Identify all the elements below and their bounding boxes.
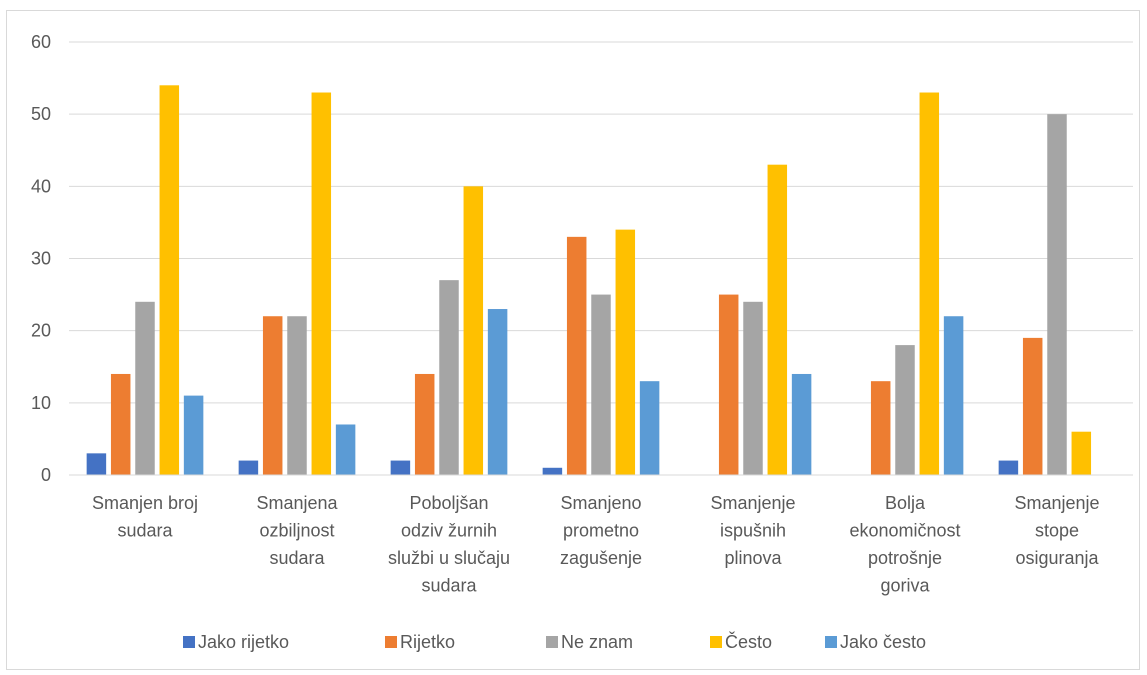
bars xyxy=(86,85,1092,476)
bar xyxy=(335,424,356,475)
legend-label: Ne znam xyxy=(561,632,633,652)
bar xyxy=(542,467,563,475)
bar xyxy=(743,301,763,475)
legend-swatch xyxy=(183,636,195,648)
y-tick-label: 40 xyxy=(31,176,51,196)
y-tick-label: 50 xyxy=(31,104,51,124)
y-tick-label: 20 xyxy=(31,321,51,341)
y-tick-label: 60 xyxy=(31,32,51,52)
chart-frame: 0 10 20 30 40 50 60 Smanjen broj sudara Smanjena… xyxy=(6,10,1140,670)
bar xyxy=(390,460,411,475)
category-label: Poboljšan odziv žurnih službi u slučaju sud… xyxy=(388,493,510,596)
legend-swatch xyxy=(825,636,837,648)
legend-label: Jako rijetko xyxy=(198,632,289,652)
bar xyxy=(767,164,788,475)
bar xyxy=(463,186,484,476)
bar xyxy=(86,453,107,475)
y-axis-tick-labels: 0 10 20 30 40 50 60 xyxy=(31,32,51,485)
bar xyxy=(998,460,1019,475)
y-tick-label: 0 xyxy=(41,465,51,485)
y-tick-label: 10 xyxy=(31,393,51,413)
category-label: Smanjena ozbiljnost sudara xyxy=(256,493,338,568)
bar xyxy=(414,373,435,475)
bar xyxy=(159,85,180,476)
bar xyxy=(639,381,660,475)
bar xyxy=(566,236,587,475)
category-label: Smanjen broj sudara xyxy=(92,493,198,541)
bar xyxy=(1047,114,1067,476)
legend-label: Jako često xyxy=(840,632,926,652)
category-label: Smanjenje ispušnih plinova xyxy=(710,493,795,568)
legend: Jako rijetko Rijetko Ne znam Često Jako čest… xyxy=(183,631,926,652)
bar xyxy=(1071,431,1092,475)
bar xyxy=(895,345,915,475)
category-labels: Smanjen broj sudara Smanjena ozbiljnost suda… xyxy=(92,493,1100,596)
category-label: Smanjenje stope osiguranja xyxy=(1014,493,1099,568)
bar xyxy=(262,316,283,475)
bar xyxy=(919,92,940,476)
bar xyxy=(311,92,332,476)
legend-swatch xyxy=(710,636,722,648)
bar xyxy=(943,316,964,475)
bar-chart: 0 10 20 30 40 50 60 Smanjen broj sudara Smanjena… xyxy=(31,32,1133,652)
legend-swatch xyxy=(546,636,558,648)
bar xyxy=(1022,337,1043,475)
category-label: Bolja ekonomičnost potrošnje goriva xyxy=(849,493,960,596)
bar xyxy=(135,301,155,475)
bar xyxy=(615,229,636,475)
bar xyxy=(718,294,739,475)
bar xyxy=(110,373,131,475)
category-label: Smanjeno prometno zagušenje xyxy=(560,493,642,568)
legend-label: Često xyxy=(725,631,772,652)
bar xyxy=(287,316,307,475)
bar xyxy=(238,460,259,475)
bar xyxy=(791,373,812,475)
bar xyxy=(591,294,611,475)
bar xyxy=(487,309,508,475)
bar xyxy=(870,381,891,475)
y-tick-label: 30 xyxy=(31,249,51,269)
bar xyxy=(439,280,459,475)
bar xyxy=(183,395,204,475)
legend-label: Rijetko xyxy=(400,632,455,652)
legend-swatch xyxy=(385,636,397,648)
